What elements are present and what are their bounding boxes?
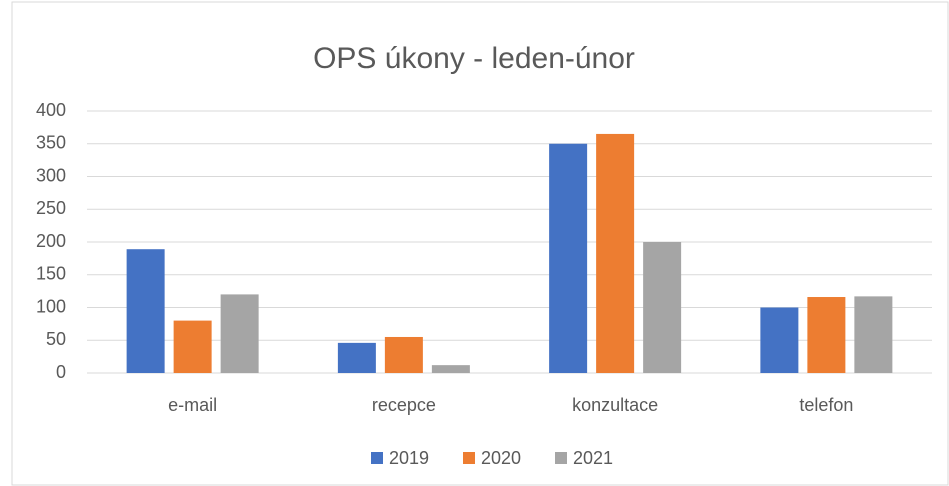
y-tick-label: 50: [46, 329, 66, 349]
bar: [760, 307, 799, 373]
chart-frame: [11, 1, 949, 486]
bar: [807, 297, 846, 373]
legend-label: 2021: [573, 448, 613, 468]
x-tick-label: e-mail: [168, 395, 217, 415]
legend-label: 2019: [389, 448, 429, 468]
bar: [384, 336, 423, 373]
x-tick-label: telefon: [799, 395, 853, 415]
bar: [596, 133, 635, 373]
legend-swatch: [463, 452, 475, 464]
bar: [431, 365, 470, 373]
y-tick-label: 200: [36, 231, 66, 251]
bar: [173, 320, 212, 373]
x-tick-label: recepce: [372, 395, 436, 415]
bar: [643, 242, 682, 373]
legend-swatch: [371, 452, 383, 464]
chart-title: OPS úkony - leden-únor: [313, 42, 635, 75]
y-tick-label: 300: [36, 165, 66, 185]
bar: [549, 143, 588, 373]
y-tick-label: 0: [56, 362, 66, 382]
legend-label: 2020: [481, 448, 521, 468]
y-tick-label: 400: [36, 100, 66, 120]
legend-swatch: [555, 452, 567, 464]
y-tick-label: 250: [36, 198, 66, 218]
bar: [220, 294, 259, 373]
bar: [854, 296, 893, 373]
bar: [126, 249, 165, 373]
y-tick-label: 100: [36, 296, 66, 316]
y-tick-label: 350: [36, 133, 66, 153]
x-tick-label: konzultace: [572, 395, 658, 415]
bar: [337, 342, 376, 373]
y-tick-label: 150: [36, 264, 66, 284]
